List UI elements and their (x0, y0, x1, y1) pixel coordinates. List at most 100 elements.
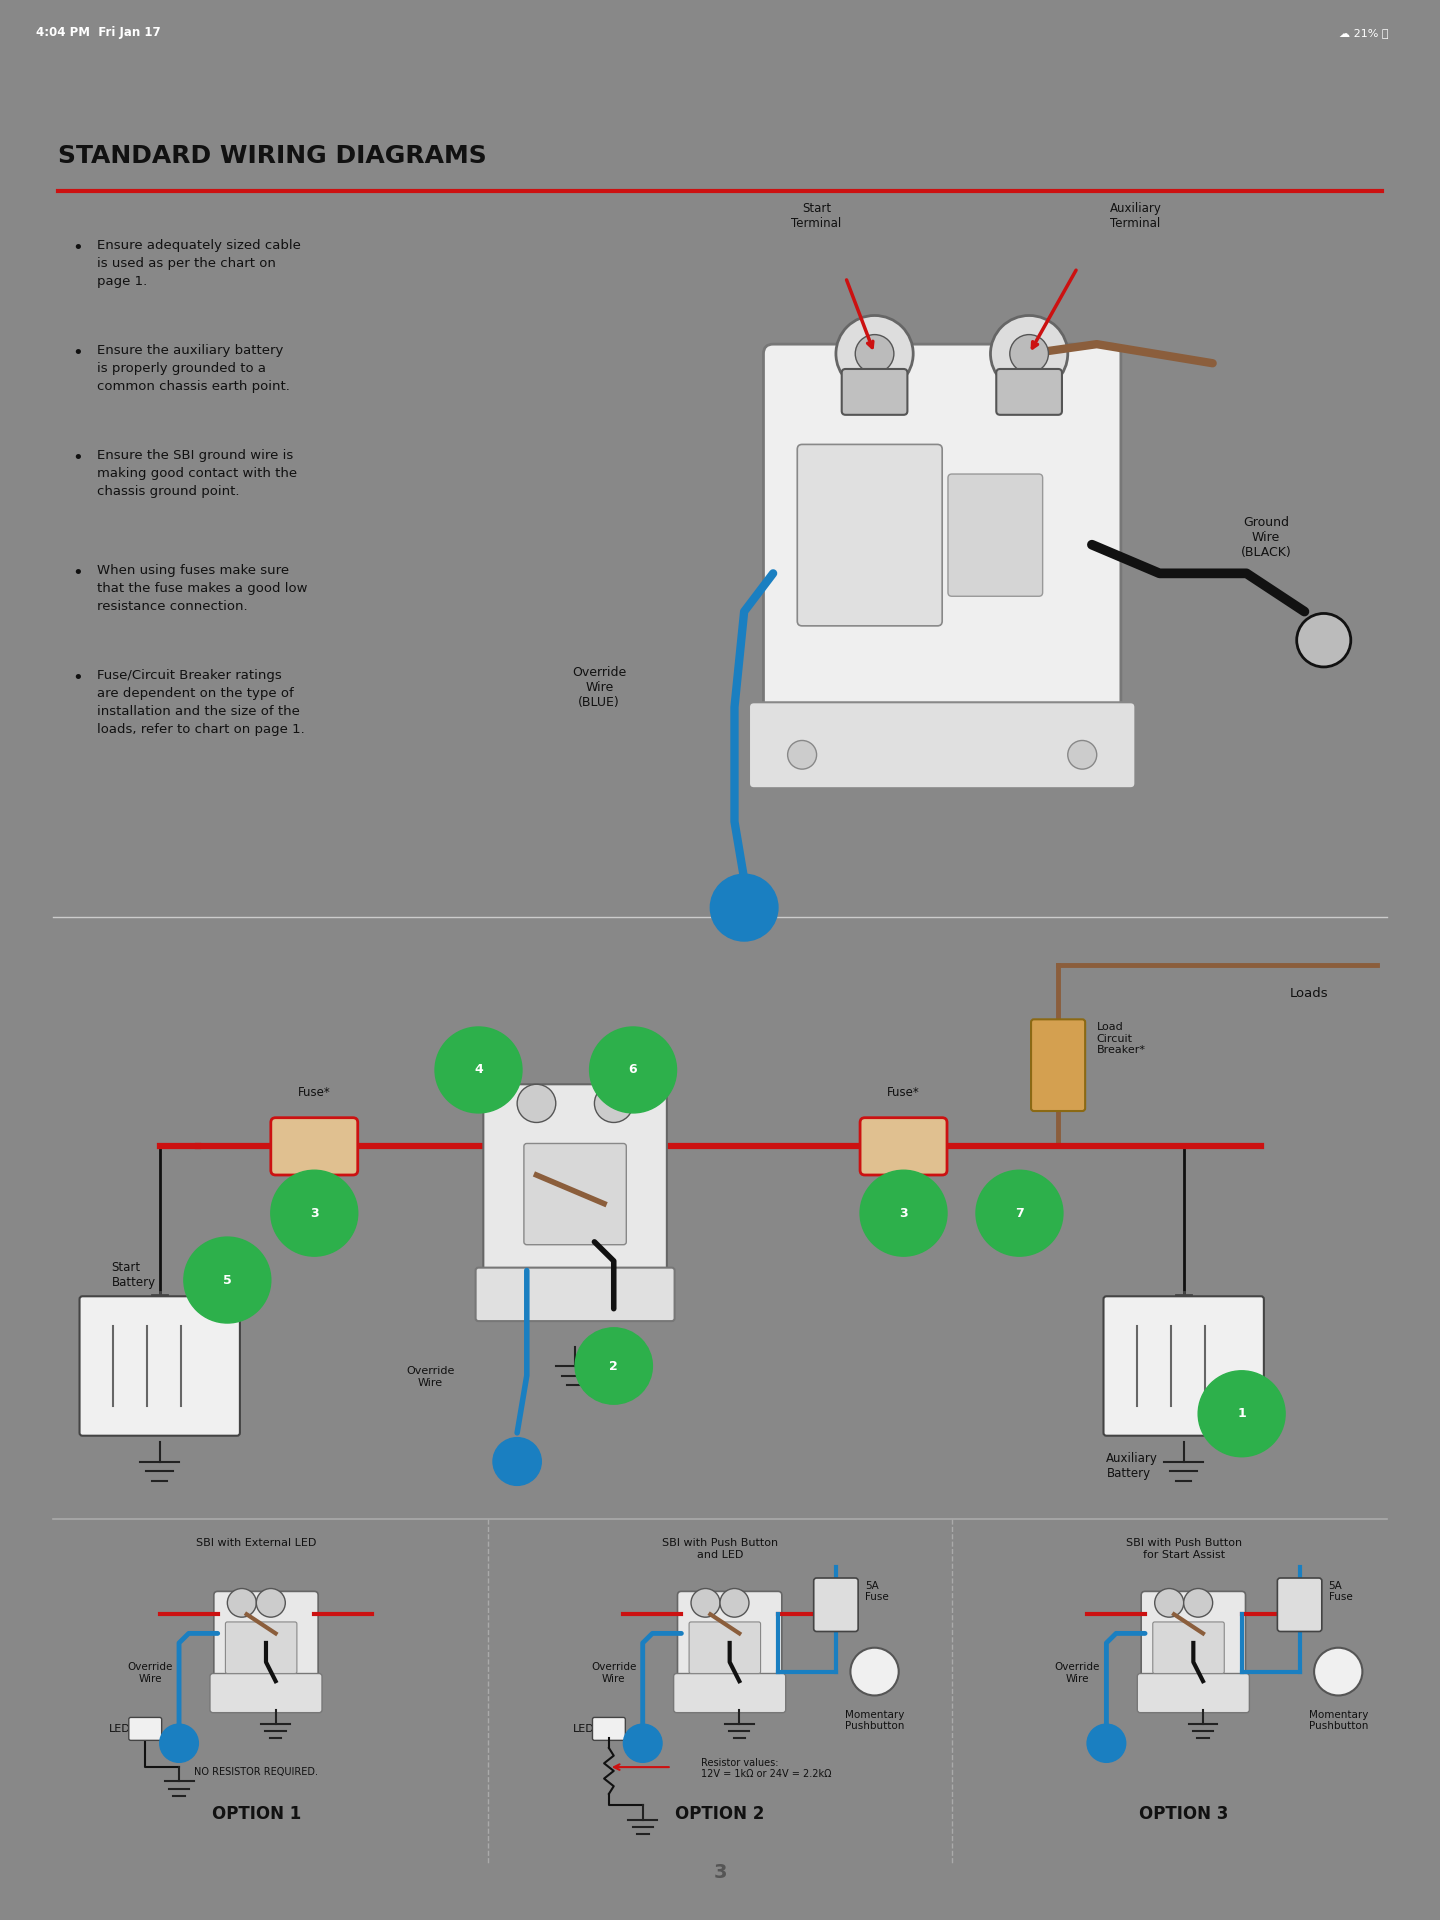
Text: Ensure adequately sized cable
is used as per the chart on
page 1.: Ensure adequately sized cable is used as… (96, 240, 301, 288)
Text: 1: 1 (1237, 1407, 1246, 1421)
Text: Override
Wire: Override Wire (1054, 1663, 1100, 1684)
Text: STANDARD WIRING DIAGRAMS: STANDARD WIRING DIAGRAMS (58, 144, 487, 167)
FancyBboxPatch shape (677, 1592, 782, 1695)
FancyBboxPatch shape (1277, 1578, 1322, 1632)
Text: 7: 7 (1015, 1206, 1024, 1219)
FancyBboxPatch shape (592, 1718, 625, 1740)
Circle shape (1087, 1724, 1126, 1763)
Text: 5A
Fuse: 5A Fuse (1329, 1580, 1352, 1603)
Text: Start
Battery: Start Battery (111, 1261, 156, 1288)
Text: Override
Wire: Override Wire (406, 1365, 455, 1388)
Circle shape (710, 874, 778, 941)
Text: •: • (72, 449, 84, 467)
Circle shape (435, 1027, 521, 1114)
Circle shape (1184, 1588, 1212, 1617)
Text: Momentary
Pushbutton: Momentary Pushbutton (845, 1711, 904, 1732)
Text: SBI with External LED: SBI with External LED (196, 1538, 317, 1548)
FancyBboxPatch shape (690, 1622, 760, 1674)
FancyBboxPatch shape (128, 1718, 161, 1740)
Text: Loads: Loads (1290, 987, 1329, 1000)
FancyBboxPatch shape (226, 1622, 297, 1674)
FancyBboxPatch shape (484, 1085, 667, 1284)
Circle shape (788, 741, 816, 770)
Circle shape (691, 1588, 720, 1617)
FancyBboxPatch shape (763, 344, 1120, 745)
FancyBboxPatch shape (1153, 1622, 1224, 1674)
Circle shape (184, 1236, 271, 1323)
Circle shape (991, 315, 1068, 392)
Text: Resistor values:
12V = 1kΩ or 24V = 2.2kΩ: Resistor values: 12V = 1kΩ or 24V = 2.2k… (701, 1757, 831, 1780)
Circle shape (1296, 614, 1351, 666)
Text: Ensure the auxiliary battery
is properly grounded to a
common chassis earth poin: Ensure the auxiliary battery is properly… (96, 344, 289, 394)
FancyBboxPatch shape (213, 1592, 318, 1695)
Text: Ground
Wire
(BLACK): Ground Wire (BLACK) (1240, 516, 1292, 559)
Text: 6: 6 (629, 1064, 638, 1077)
Circle shape (835, 315, 913, 392)
Text: Momentary
Pushbutton: Momentary Pushbutton (1309, 1711, 1368, 1732)
Text: •: • (72, 344, 84, 363)
Circle shape (256, 1588, 285, 1617)
FancyBboxPatch shape (814, 1578, 858, 1632)
FancyBboxPatch shape (798, 444, 942, 626)
Text: When using fuses make sure
that the fuse makes a good low
resistance connection.: When using fuses make sure that the fuse… (96, 564, 307, 612)
Text: 3: 3 (899, 1206, 907, 1219)
FancyBboxPatch shape (79, 1296, 240, 1436)
Circle shape (1198, 1371, 1284, 1457)
Text: Override
Wire
(BLUE): Override Wire (BLUE) (572, 666, 626, 710)
FancyBboxPatch shape (996, 369, 1061, 415)
FancyBboxPatch shape (1031, 1020, 1086, 1112)
Text: •: • (72, 668, 84, 687)
Text: 2: 2 (609, 1359, 618, 1373)
Text: SBI with Push Button
for Start Assist: SBI with Push Button for Start Assist (1126, 1538, 1241, 1559)
Text: OPTION 2: OPTION 2 (675, 1805, 765, 1824)
Circle shape (589, 1027, 677, 1114)
Text: Override
Wire: Override Wire (590, 1663, 636, 1684)
FancyBboxPatch shape (749, 703, 1135, 789)
Text: 5A
Fuse: 5A Fuse (865, 1580, 888, 1603)
Text: Auxiliary
Battery: Auxiliary Battery (1106, 1452, 1158, 1480)
Text: LED: LED (109, 1724, 131, 1734)
FancyBboxPatch shape (271, 1117, 357, 1175)
FancyBboxPatch shape (1140, 1592, 1246, 1695)
Circle shape (1067, 741, 1097, 770)
Circle shape (228, 1588, 256, 1617)
FancyBboxPatch shape (860, 1117, 948, 1175)
Text: Ensure the SBI ground wire is
making good contact with the
chassis ground point.: Ensure the SBI ground wire is making goo… (96, 449, 297, 497)
Circle shape (1009, 334, 1048, 372)
FancyBboxPatch shape (524, 1144, 626, 1244)
Circle shape (271, 1169, 357, 1256)
Circle shape (575, 1329, 652, 1404)
FancyBboxPatch shape (1103, 1296, 1264, 1436)
Text: Start
Terminal: Start Terminal (792, 202, 842, 230)
FancyBboxPatch shape (475, 1267, 674, 1321)
Circle shape (160, 1724, 199, 1763)
Text: SBI: SBI (477, 1089, 500, 1102)
Text: •: • (72, 564, 84, 582)
Text: Fuse*: Fuse* (298, 1085, 331, 1098)
Circle shape (851, 1647, 899, 1695)
Circle shape (492, 1438, 541, 1486)
Text: NO RESISTOR REQUIRED.: NO RESISTOR REQUIRED. (194, 1766, 318, 1778)
Text: •: • (72, 240, 84, 257)
Circle shape (720, 1588, 749, 1617)
Text: Fuse*: Fuse* (887, 1085, 920, 1098)
Circle shape (624, 1724, 662, 1763)
Circle shape (855, 334, 894, 372)
Text: 5: 5 (223, 1273, 232, 1286)
FancyBboxPatch shape (948, 474, 1043, 597)
Circle shape (595, 1085, 634, 1123)
FancyBboxPatch shape (1138, 1674, 1250, 1713)
Text: SBI with Push Button
and LED: SBI with Push Button and LED (662, 1538, 778, 1559)
Text: Fuse/Circuit Breaker ratings
are dependent on the type of
installation and the s: Fuse/Circuit Breaker ratings are depende… (96, 668, 305, 735)
Circle shape (860, 1169, 948, 1256)
Text: 4: 4 (474, 1064, 482, 1077)
FancyBboxPatch shape (842, 369, 907, 415)
Text: 4:04 PM  Fri Jan 17: 4:04 PM Fri Jan 17 (36, 27, 161, 38)
Text: Load
Circuit
Breaker*: Load Circuit Breaker* (1097, 1021, 1146, 1056)
Text: OPTION 1: OPTION 1 (212, 1805, 301, 1824)
Circle shape (1155, 1588, 1184, 1617)
Circle shape (976, 1169, 1063, 1256)
Text: ☁ 21% 🔋: ☁ 21% 🔋 (1339, 27, 1388, 38)
Circle shape (1315, 1647, 1362, 1695)
FancyBboxPatch shape (210, 1674, 323, 1713)
